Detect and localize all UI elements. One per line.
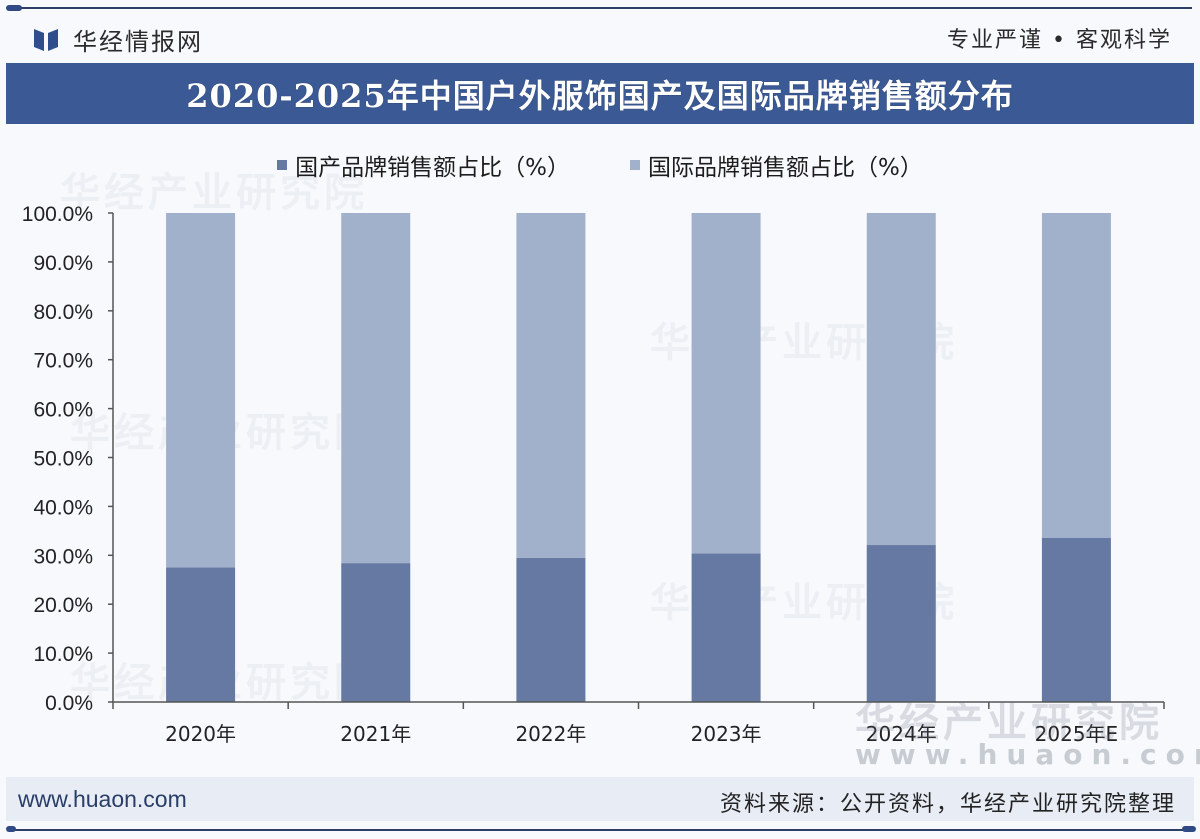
top-rule (8, 7, 1192, 9)
bottom-rule (8, 829, 1192, 831)
y-tick-label: 0.0% (45, 692, 93, 715)
footer-source: 资料来源：公开资料，华经产业研究院整理 (719, 792, 1176, 817)
legend-label-domestic: 国产品牌销售额占比（%） (295, 155, 570, 181)
brand-name: 华经情报网 (73, 28, 203, 56)
footer-url[interactable]: www.huaon.com (18, 786, 187, 812)
bar-domestic-1 (341, 563, 411, 702)
bars-group (166, 213, 1111, 702)
bottom-rule-cap-right (1182, 826, 1196, 832)
book-logo-icon (34, 28, 58, 51)
x-axis-ticks: 2020年 2021年 2022年 2023年 2024年 2025年E (112, 702, 1165, 746)
bar-international-1 (341, 213, 411, 564)
legend-item-domestic: 国产品牌销售额占比（%） (277, 148, 570, 182)
x-tick-label: 2024年 (866, 722, 937, 746)
y-tick-label: 70.0% (33, 350, 93, 373)
x-tick-label: 2021年 (340, 722, 411, 746)
title-bar: 2020-2025年中国户外服饰国产及国际品牌销售额分布 (6, 63, 1194, 124)
y-tick-label: 40.0% (33, 496, 93, 519)
chart-title: 2020-2025年中国户外服饰国产及国际品牌销售额分布 (186, 76, 1014, 115)
brand: 华经情报网 (33, 22, 203, 57)
bar-international-4 (866, 213, 936, 546)
bar-domestic-2 (516, 557, 586, 702)
bar-domestic-0 (166, 567, 236, 702)
bar-international-3 (691, 213, 761, 554)
slogan: 专业严谨 • 客观科学 (947, 28, 1172, 53)
x-tick-label: 2023年 (691, 722, 762, 746)
legend-item-international: 国际品牌销售额占比（%） (630, 148, 923, 182)
legend-label-international: 国际品牌销售额占比（%） (648, 155, 923, 181)
bottom-rule-cap (6, 826, 16, 832)
bar-international-2 (516, 213, 586, 558)
chart-legend: 国产品牌销售额占比（%） 国际品牌销售额占比（%） (0, 148, 1200, 182)
y-tick-label: 30.0% (33, 545, 93, 568)
axes-group (112, 213, 1164, 703)
y-tick-label: 60.0% (33, 399, 93, 422)
bar-domestic-5 (1041, 537, 1111, 702)
y-tick-label: 100.0% (22, 203, 93, 226)
y-tick-label: 50.0% (33, 448, 93, 471)
y-axis-ticks: 0.0% 10.0% 20.0% 30.0% 40.0% 50.0% 60.0% 70.0% 8… (22, 203, 113, 715)
y-tick-label: 80.0% (33, 301, 93, 324)
bar-international-5 (1041, 213, 1111, 538)
legend-swatch-international (630, 160, 640, 170)
legend-swatch-domestic (277, 160, 288, 170)
x-tick-label: 2020年 (165, 722, 236, 746)
bar-domestic-3 (691, 553, 761, 702)
footer-band (6, 777, 1194, 821)
x-tick-label: 2022年 (515, 722, 586, 746)
y-tick-label: 10.0% (33, 643, 93, 666)
y-tick-label: 20.0% (33, 594, 93, 617)
bar-international-0 (166, 213, 236, 568)
stacked-bar-chart: 0.0% 10.0% 20.0% 30.0% 40.0% 50.0% 60.0% 70.0% 8… (22, 203, 1165, 746)
bar-domestic-4 (866, 545, 936, 702)
y-tick-label: 90.0% (33, 252, 93, 275)
top-rule-cap (6, 5, 22, 11)
x-tick-label: 2025年E (1035, 722, 1119, 746)
